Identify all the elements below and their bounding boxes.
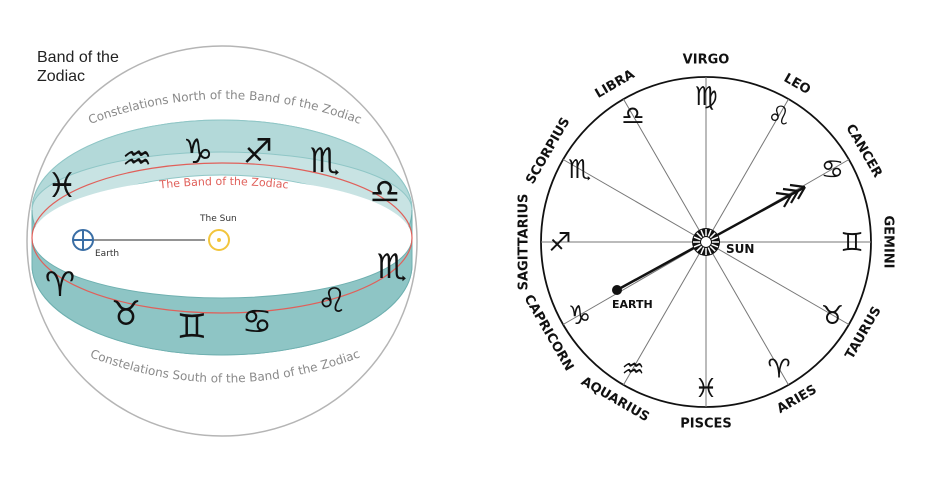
sign-name-gemini: GEMINI bbox=[881, 215, 896, 268]
capricorn-glyph-icon: ♑ bbox=[183, 132, 213, 172]
sun-icon bbox=[692, 228, 720, 256]
sagittarius-wheel-glyph-icon: ♐ bbox=[548, 228, 571, 258]
celestial-sphere-diagram: Constelations North of the Band of the Z… bbox=[26, 45, 418, 437]
sun-wheel-label: SUN bbox=[726, 242, 754, 256]
scorpio-glyph-icon: ♏ bbox=[377, 247, 407, 287]
spoke-aries bbox=[705, 241, 789, 386]
spoke-scorpius bbox=[562, 159, 707, 243]
earth-point bbox=[612, 285, 622, 295]
earth-icon bbox=[72, 229, 94, 251]
celestial-sphere-outline bbox=[26, 45, 418, 437]
scorpio-back-glyph-icon: ♏ bbox=[310, 141, 340, 181]
taurus-wheel-glyph-icon: ♉ bbox=[821, 301, 844, 331]
sun-ray bbox=[709, 232, 716, 239]
wheel-spokes bbox=[541, 77, 871, 407]
sun-ray bbox=[696, 245, 703, 252]
sign-name-pisces: PISCES bbox=[680, 417, 732, 432]
virgo-wheel-glyph-icon: ♍ bbox=[694, 82, 717, 112]
sun-ray bbox=[707, 247, 712, 255]
spoke-libra bbox=[623, 98, 707, 243]
aquarius-glyph-icon: ♒ bbox=[122, 139, 152, 179]
sun-icon bbox=[208, 229, 230, 251]
aquarius-wheel-glyph-icon: ♒ bbox=[621, 354, 644, 384]
sun-ray bbox=[709, 245, 716, 252]
wheel-glyphs: ♍ ♌ ♋ ♊ ♉ ♈ ♓ ♒ ♑ ♐ ♏ ♎ bbox=[548, 82, 863, 404]
sun-ray bbox=[696, 232, 703, 239]
sun-ray bbox=[693, 243, 701, 248]
earth-label: Earth bbox=[95, 249, 119, 259]
band-glyphs: ♓ ♒ ♑ ♐ ♏ ♎ ♏ ♈ ♉ ♊ ♋ ♌ bbox=[45, 132, 407, 347]
sign-name-leo: LEO bbox=[781, 71, 813, 98]
sun-ray bbox=[700, 229, 705, 237]
cancer-glyph-icon: ♋ bbox=[242, 302, 272, 342]
capricorn-wheel-glyph-icon: ♑ bbox=[568, 301, 591, 331]
sign-name-virgo: VIRGO bbox=[683, 53, 730, 68]
gemini-glyph-icon: ♊ bbox=[177, 307, 207, 347]
sun-ray bbox=[711, 243, 719, 248]
sagittarius-glyph-icon: ♐ bbox=[243, 132, 273, 172]
spoke-capricorn bbox=[562, 241, 707, 325]
cancer-wheel-glyph-icon: ♋ bbox=[821, 155, 844, 185]
left-title-line2: Zodiac bbox=[37, 68, 85, 85]
libra-glyph-icon: ♎ bbox=[370, 172, 400, 212]
leo-glyph-icon: ♌ bbox=[317, 281, 347, 321]
sun-ray bbox=[711, 236, 719, 241]
spoke-leo bbox=[705, 98, 789, 243]
ecliptic-line bbox=[31, 162, 413, 314]
zodiac-wheel-diagram: ♍♌♋♊♉♈♓♒♑♐♏♎ VIRGOLEOCANCERGEMINITAURUSA… bbox=[517, 53, 896, 432]
pisces-wheel-glyph-icon: ♓ bbox=[694, 374, 717, 404]
libra-wheel-glyph-icon: ♎ bbox=[621, 102, 644, 132]
leo-wheel-glyph-icon: ♌ bbox=[767, 102, 790, 132]
aries-wheel-glyph-icon: ♈ bbox=[767, 354, 790, 384]
spoke-aquarius bbox=[623, 241, 707, 386]
pisces-glyph-icon: ♓ bbox=[47, 166, 77, 206]
earth-wheel-label: EARTH bbox=[612, 298, 653, 311]
zodiac-band-bottom-strip bbox=[31, 237, 413, 356]
sun-ray bbox=[693, 236, 701, 241]
sign-name-sagittarius: SAGITTARIUS bbox=[517, 194, 532, 291]
aries-glyph-icon: ♈ bbox=[45, 265, 75, 305]
spoke-taurus bbox=[705, 241, 850, 325]
scorpius-wheel-glyph-icon: ♏ bbox=[568, 155, 591, 185]
sun-label: The Sun bbox=[199, 214, 237, 224]
taurus-glyph-icon: ♉ bbox=[111, 294, 141, 334]
band-label: The Band of the Zodiac bbox=[158, 175, 289, 192]
sun-ray bbox=[700, 247, 705, 255]
zodiac-band-top-strip bbox=[31, 119, 413, 211]
left-title-line1: Band of the bbox=[37, 49, 119, 66]
gemini-wheel-glyph-icon: ♊ bbox=[840, 228, 863, 258]
sun-ray bbox=[707, 229, 712, 237]
arrowhead-icon bbox=[775, 183, 806, 208]
